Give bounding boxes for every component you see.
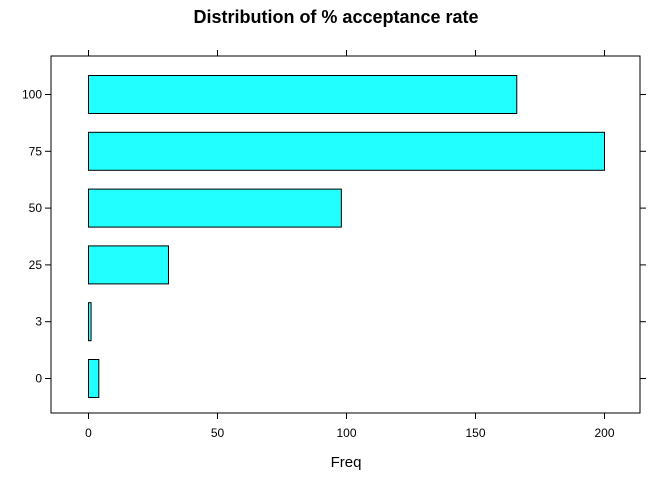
bars-layer bbox=[88, 75, 605, 398]
x-axis: 0 50 100 150 200 bbox=[85, 50, 615, 440]
y-tick-label: 75 bbox=[29, 144, 43, 158]
y-tick-label: 3 bbox=[35, 315, 42, 329]
bar-50 bbox=[88, 188, 342, 228]
y-axis: 0 3 25 50 75 100 bbox=[22, 88, 646, 386]
y-tick-label: 25 bbox=[29, 258, 43, 272]
x-axis-label: Freq bbox=[331, 454, 362, 471]
y-tick-label: 100 bbox=[22, 88, 42, 102]
y-tick-label: 50 bbox=[29, 201, 43, 215]
x-tick-label: 150 bbox=[465, 426, 485, 440]
chart-title: Distribution of % acceptance rate bbox=[193, 7, 478, 27]
bar-100 bbox=[88, 75, 518, 114]
bar-0 bbox=[88, 359, 100, 398]
bar-3 bbox=[88, 302, 92, 342]
bar-75 bbox=[88, 131, 605, 171]
y-tick-label: 0 bbox=[35, 372, 42, 386]
plot-frame bbox=[50, 55, 641, 414]
x-tick-label: 100 bbox=[336, 426, 356, 440]
x-tick-label: 50 bbox=[211, 426, 225, 440]
x-tick-label: 0 bbox=[85, 426, 92, 440]
x-tick-label: 200 bbox=[594, 426, 614, 440]
bar-25 bbox=[88, 245, 169, 285]
